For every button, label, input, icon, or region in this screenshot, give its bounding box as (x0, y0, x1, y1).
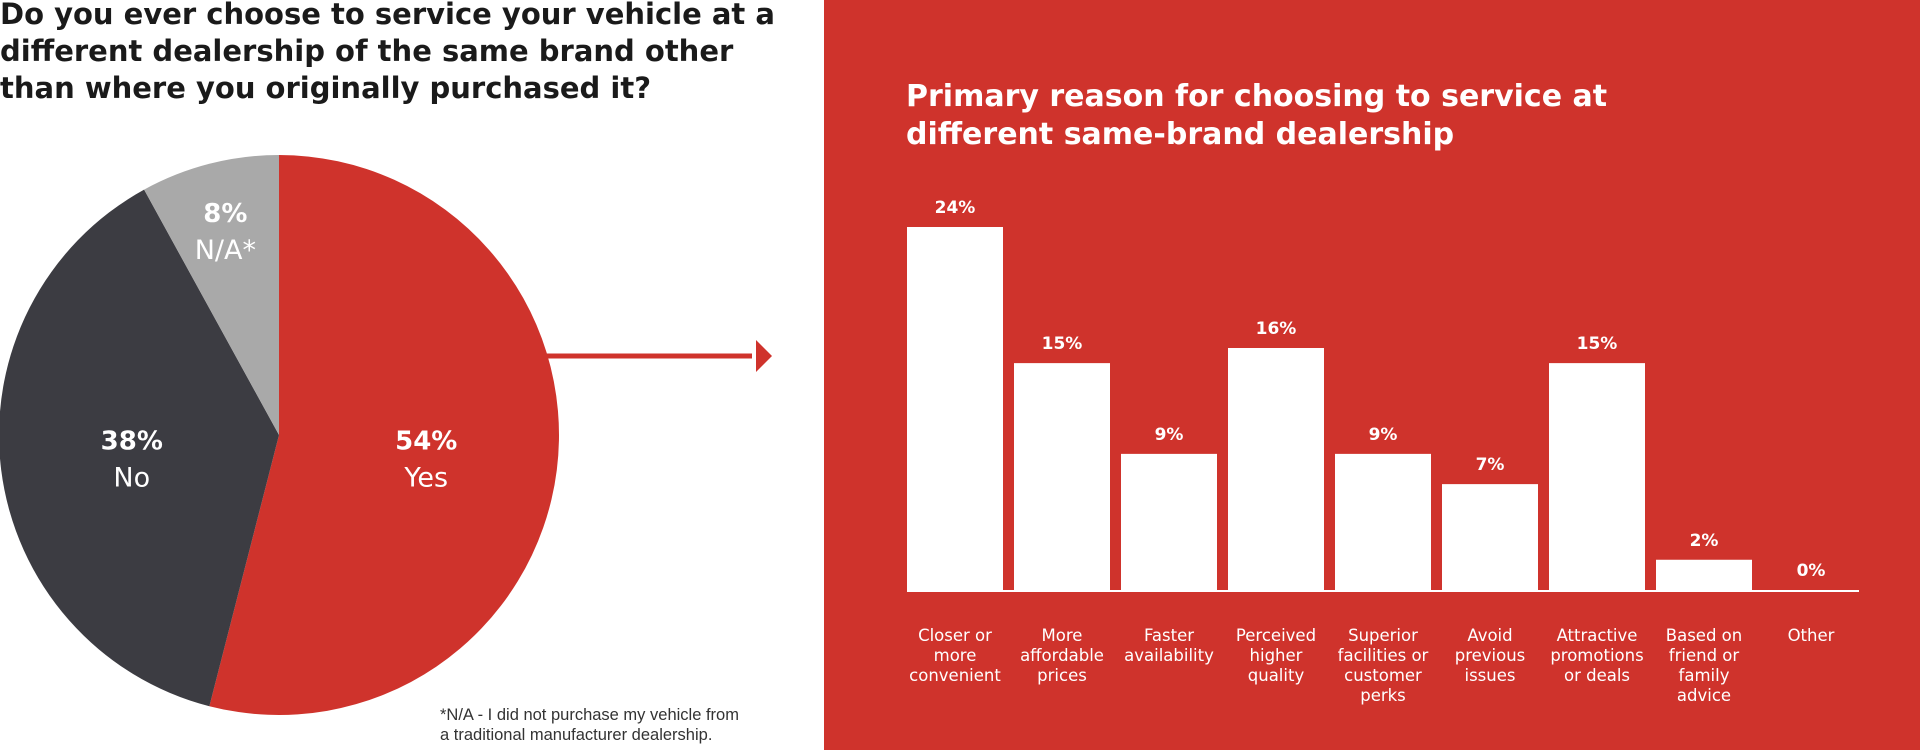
pie-title-line: than where you originally purchased it? (0, 71, 652, 105)
footnote-line: a traditional manufacturer dealership. (440, 726, 713, 744)
bar-category-label: Superior facilities or customer perks (1338, 626, 1429, 705)
bar (1442, 484, 1538, 590)
pie-slice-yes (209, 155, 560, 715)
bar-value-label: 0% (1797, 561, 1826, 581)
bar-chart: 24% Closer or more convenient 15% More afforda… (907, 198, 1859, 705)
bar-title-line: different same-brand dealership (906, 117, 1455, 152)
pie-category-label: No (113, 463, 150, 494)
pie-panel: 54% Yes 38% No 8% N/A* Do you ever choose to … (0, 0, 824, 750)
bar-category-label: Avoid previous issues (1455, 626, 1526, 685)
bar-category-label: Perceived higher quality (1236, 626, 1316, 685)
footnote-line: *N/A - I did not purchase my vehicle fro… (440, 706, 739, 724)
bar (907, 227, 1003, 590)
pie-value-label: 8% (203, 199, 247, 229)
bar (1121, 453, 1217, 590)
bar-panel: 24% Closer or more convenient 15% More afforda… (824, 0, 1920, 750)
bar-category-label: Based on friend or family advice (1666, 626, 1742, 705)
bar-category-label: Other (1788, 626, 1835, 645)
bar (1228, 348, 1324, 590)
bar-value-label: 7% (1476, 455, 1505, 475)
bar-value-label: 2% (1690, 531, 1719, 551)
bar-title-line: Primary reason for choosing to service a… (906, 79, 1608, 114)
connector-arrowhead (756, 340, 772, 372)
pie-slice-na (144, 155, 279, 435)
bar-value-label: 24% (935, 198, 976, 218)
bar-value-label: 15% (1042, 334, 1083, 354)
bar-title: Primary reason for choosing to service a… (906, 78, 1806, 154)
pie-title: Do you ever choose to service your vehic… (0, 0, 800, 107)
pie-value-label: 54% (395, 427, 457, 457)
footnote: *N/A - I did not purchase my vehicle fro… (440, 705, 820, 745)
bar-value-label: 16% (1256, 319, 1297, 339)
bar-category-label: Faster availability (1124, 626, 1214, 665)
bar (1335, 453, 1431, 590)
bar (1549, 363, 1645, 590)
bar (1014, 363, 1110, 590)
pie-category-label: Yes (403, 463, 448, 494)
bar (1656, 559, 1752, 590)
pie-value-label: 38% (101, 427, 163, 457)
pie-title-line: Do you ever choose to service your vehic… (0, 0, 775, 31)
bar-category-label: More affordable prices (1020, 626, 1104, 685)
bar-value-label: 9% (1369, 425, 1398, 445)
bar-value-label: 9% (1155, 425, 1184, 445)
pie-title-line: different dealership of the same brand o… (0, 34, 734, 68)
pie-slice-no (0, 189, 279, 707)
pie-chart: 54% Yes 38% No 8% N/A* (0, 155, 772, 715)
bar-category-label: Closer or more convenient (909, 626, 1001, 685)
bar-value-label: 15% (1577, 334, 1618, 354)
bar-category-label: Attractive promotions or deals (1550, 626, 1643, 685)
pie-category-label: N/A* (195, 235, 256, 266)
